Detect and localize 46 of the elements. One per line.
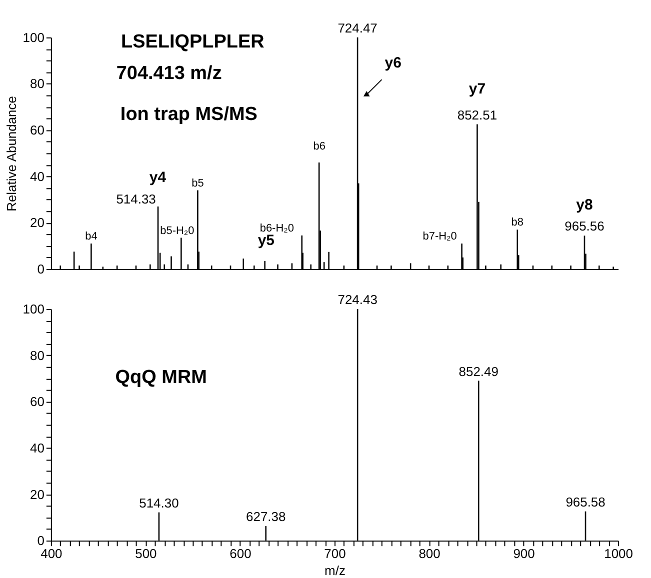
y-tick-label: 40 bbox=[30, 440, 44, 456]
y-tick-label: 80 bbox=[30, 348, 44, 363]
y-tick-label: 20 bbox=[30, 215, 44, 230]
annotation: y7 bbox=[468, 80, 486, 98]
y-tick-label: 60 bbox=[30, 394, 44, 410]
x-tick-label: 600 bbox=[230, 546, 252, 562]
annotation: y5 bbox=[258, 232, 274, 250]
x-tick-label: 700 bbox=[324, 546, 346, 562]
annotation: 724.47 bbox=[338, 20, 378, 36]
y-axis-title: Relative Abundance bbox=[4, 96, 19, 212]
y-tick-label: 0 bbox=[37, 262, 44, 277]
y-tick-label: 20 bbox=[30, 486, 44, 502]
annotation: 704.413 m/z bbox=[116, 63, 222, 84]
x-tick-label: 400 bbox=[40, 546, 62, 562]
y-tick-label: 60 bbox=[30, 122, 44, 138]
y-tick-label: 80 bbox=[30, 76, 44, 92]
y-tick-label: 100 bbox=[22, 30, 44, 45]
annotation: b5 bbox=[192, 177, 204, 190]
y-tick-label: 100 bbox=[22, 301, 44, 316]
x-axis-title: m/z bbox=[324, 563, 346, 578]
x-tick-label: 1000 bbox=[604, 546, 633, 562]
annotation: 852.51 bbox=[457, 107, 498, 122]
annotation: b5-H₂0 bbox=[160, 224, 194, 237]
y-tick-label: 40 bbox=[30, 168, 44, 184]
annotation: LSELIQPLPLER bbox=[121, 32, 265, 53]
y-tick-label: 0 bbox=[37, 533, 44, 548]
annotation: 514.33 bbox=[116, 191, 156, 206]
annotation: y6 bbox=[384, 54, 402, 72]
annotation: y8 bbox=[576, 196, 593, 214]
annotation: 852.49 bbox=[458, 364, 498, 379]
annotation: b6 bbox=[313, 140, 326, 153]
annotation: b7-H₂0 bbox=[422, 230, 457, 243]
annotation: 965.58 bbox=[566, 494, 606, 510]
annotation: b8 bbox=[511, 216, 524, 229]
annotation: b4 bbox=[85, 230, 98, 243]
x-tick-label: 500 bbox=[135, 546, 157, 562]
x-tick-label: 900 bbox=[513, 546, 535, 562]
annotation: Ion trap MS/MS bbox=[120, 104, 258, 126]
annotation: 514.30 bbox=[139, 495, 179, 510]
annotation: 724.43 bbox=[338, 292, 378, 307]
annotation: 627.38 bbox=[246, 509, 286, 524]
annotation: QqQ MRM bbox=[115, 367, 207, 388]
annotation: b6-H₂0 bbox=[260, 222, 294, 234]
annotation: y4 bbox=[149, 169, 167, 186]
annotation: 965.56 bbox=[564, 218, 604, 234]
x-tick-label: 800 bbox=[418, 546, 440, 562]
